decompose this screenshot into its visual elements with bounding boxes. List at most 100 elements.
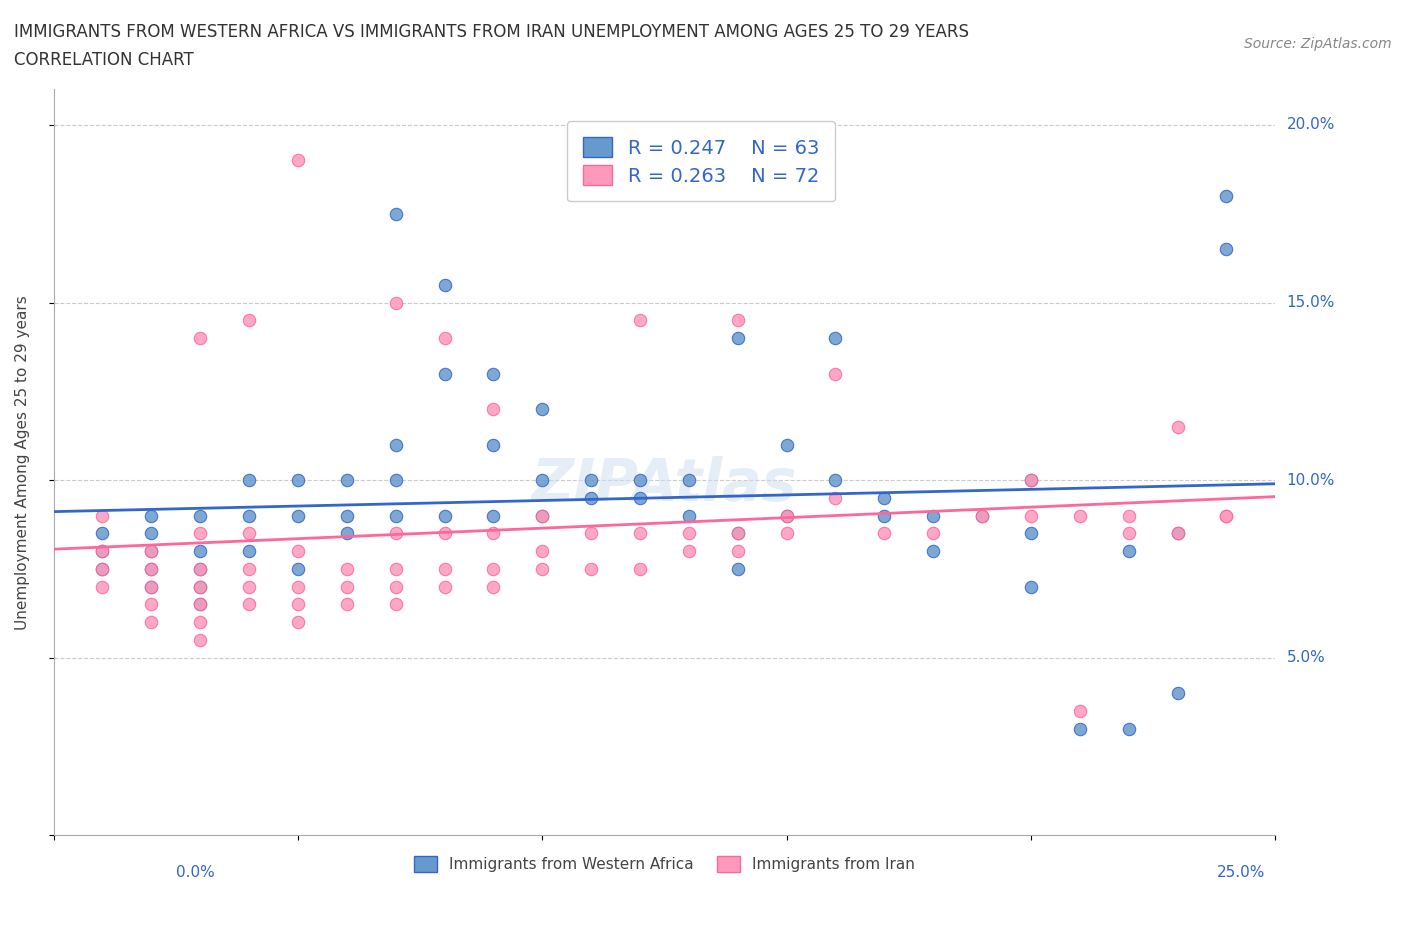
Point xyxy=(433,277,456,292)
Point xyxy=(336,597,359,612)
Point xyxy=(775,437,797,452)
Text: CORRELATION CHART: CORRELATION CHART xyxy=(14,51,194,69)
Point xyxy=(628,490,651,505)
Point xyxy=(141,544,163,559)
Point xyxy=(824,472,846,487)
Point xyxy=(384,562,406,577)
Point xyxy=(1069,722,1091,737)
Point xyxy=(238,472,260,487)
Point xyxy=(678,508,700,523)
Point xyxy=(91,508,114,523)
Point xyxy=(1215,508,1237,523)
Point xyxy=(824,490,846,505)
Point xyxy=(141,597,163,612)
Point xyxy=(433,508,456,523)
Point xyxy=(482,437,505,452)
Point xyxy=(678,526,700,541)
Point xyxy=(1215,508,1237,523)
Point xyxy=(922,544,945,559)
Point xyxy=(727,526,749,541)
Point xyxy=(531,508,554,523)
Point xyxy=(188,508,211,523)
Point xyxy=(628,472,651,487)
Point xyxy=(482,562,505,577)
Point xyxy=(775,508,797,523)
Point xyxy=(188,526,211,541)
Legend: Immigrants from Western Africa, Immigrants from Iran: Immigrants from Western Africa, Immigran… xyxy=(406,848,922,880)
Point xyxy=(141,615,163,630)
Point xyxy=(579,490,602,505)
Point xyxy=(873,490,896,505)
Point xyxy=(1069,508,1091,523)
Point xyxy=(238,544,260,559)
Point xyxy=(1215,189,1237,204)
Point xyxy=(1118,544,1140,559)
Point xyxy=(1069,704,1091,719)
Point xyxy=(678,472,700,487)
Point xyxy=(433,366,456,381)
Point xyxy=(287,508,309,523)
Text: Source: ZipAtlas.com: Source: ZipAtlas.com xyxy=(1244,37,1392,51)
Point xyxy=(922,526,945,541)
Point xyxy=(141,579,163,594)
Point xyxy=(727,312,749,327)
Text: 5.0%: 5.0% xyxy=(1286,650,1324,665)
Point xyxy=(91,544,114,559)
Point xyxy=(238,562,260,577)
Point xyxy=(970,508,993,523)
Point xyxy=(579,526,602,541)
Text: 20.0%: 20.0% xyxy=(1286,117,1334,132)
Point xyxy=(531,508,554,523)
Point xyxy=(336,508,359,523)
Point xyxy=(873,508,896,523)
Point xyxy=(287,615,309,630)
Point xyxy=(1019,472,1042,487)
Text: IMMIGRANTS FROM WESTERN AFRICA VS IMMIGRANTS FROM IRAN UNEMPLOYMENT AMONG AGES 2: IMMIGRANTS FROM WESTERN AFRICA VS IMMIGR… xyxy=(14,23,969,41)
Point xyxy=(531,472,554,487)
Point xyxy=(775,508,797,523)
Point xyxy=(482,508,505,523)
Point xyxy=(1118,508,1140,523)
Point xyxy=(336,579,359,594)
Point xyxy=(482,526,505,541)
Text: 10.0%: 10.0% xyxy=(1286,472,1334,487)
Point xyxy=(238,508,260,523)
Point xyxy=(384,526,406,541)
Point xyxy=(188,579,211,594)
Point xyxy=(384,508,406,523)
Point xyxy=(628,312,651,327)
Point xyxy=(384,597,406,612)
Point xyxy=(91,562,114,577)
Point xyxy=(384,206,406,221)
Point xyxy=(1019,579,1042,594)
Point xyxy=(238,526,260,541)
Point xyxy=(91,544,114,559)
Point xyxy=(727,330,749,345)
Point xyxy=(287,579,309,594)
Point xyxy=(1019,472,1042,487)
Point xyxy=(141,526,163,541)
Point xyxy=(1167,419,1189,434)
Point xyxy=(824,366,846,381)
Point xyxy=(1215,242,1237,257)
Point xyxy=(1019,508,1042,523)
Point xyxy=(141,544,163,559)
Point xyxy=(188,632,211,647)
Point xyxy=(433,526,456,541)
Point xyxy=(824,330,846,345)
Point xyxy=(238,312,260,327)
Point xyxy=(727,544,749,559)
Point xyxy=(188,562,211,577)
Point xyxy=(1167,526,1189,541)
Point xyxy=(482,402,505,417)
Point xyxy=(188,597,211,612)
Point xyxy=(287,562,309,577)
Point xyxy=(188,579,211,594)
Point xyxy=(727,526,749,541)
Y-axis label: Unemployment Among Ages 25 to 29 years: Unemployment Among Ages 25 to 29 years xyxy=(15,295,30,630)
Point xyxy=(91,579,114,594)
Point xyxy=(727,562,749,577)
Point xyxy=(238,597,260,612)
Point xyxy=(873,526,896,541)
Point xyxy=(188,597,211,612)
